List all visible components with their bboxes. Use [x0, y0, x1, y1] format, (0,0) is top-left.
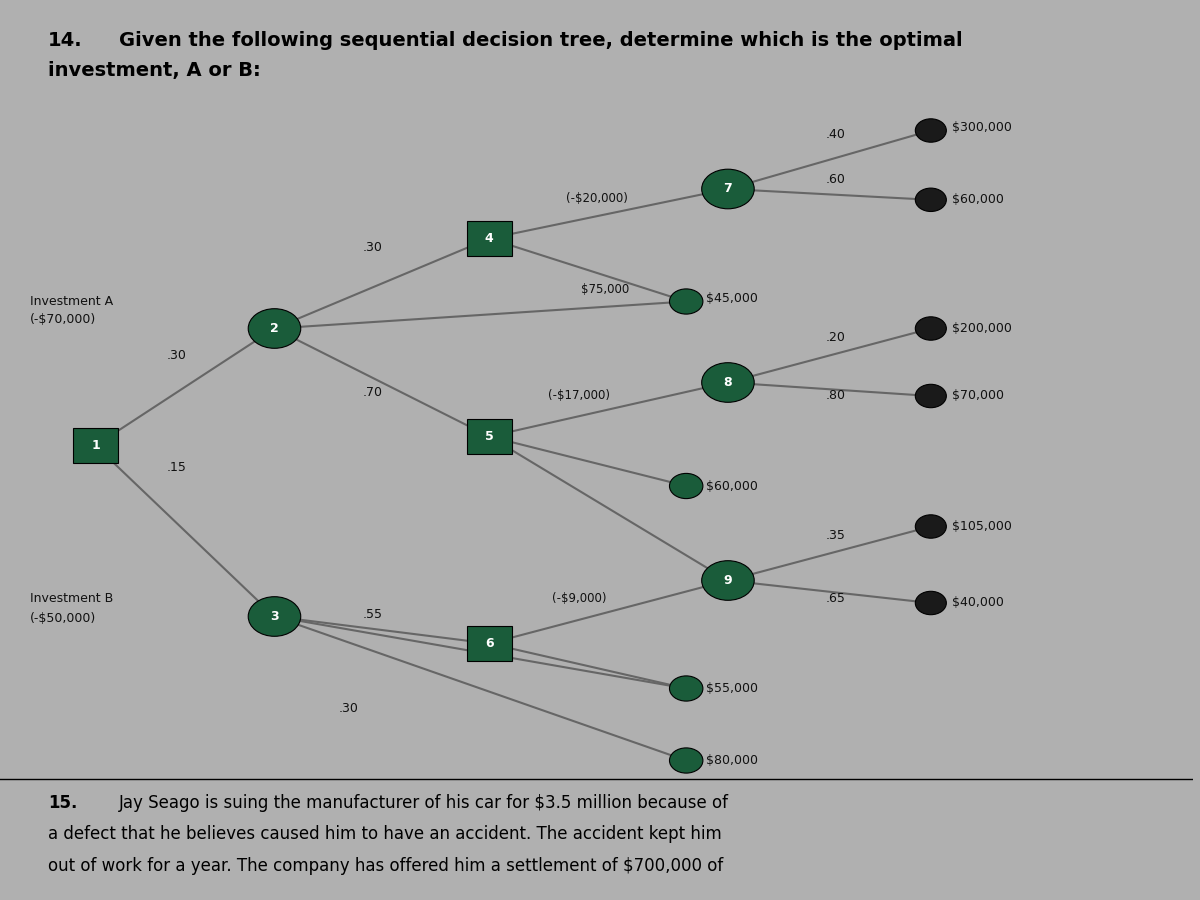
- Text: $60,000: $60,000: [953, 194, 1004, 206]
- FancyBboxPatch shape: [467, 419, 512, 454]
- Text: .30: .30: [362, 241, 383, 254]
- Text: Given the following sequential decision tree, determine which is the optimal: Given the following sequential decision …: [119, 32, 962, 50]
- Text: .80: .80: [826, 390, 845, 402]
- Text: (-$17,000): (-$17,000): [547, 390, 610, 402]
- Text: $105,000: $105,000: [953, 520, 1012, 533]
- FancyBboxPatch shape: [73, 428, 118, 463]
- Text: out of work for a year. The company has offered him a settlement of $700,000 of: out of work for a year. The company has …: [48, 857, 722, 875]
- FancyBboxPatch shape: [467, 626, 512, 661]
- Text: .30: .30: [167, 349, 186, 362]
- Circle shape: [916, 515, 947, 538]
- FancyBboxPatch shape: [467, 221, 512, 256]
- Text: (-$70,000): (-$70,000): [30, 313, 96, 326]
- Text: .70: .70: [362, 386, 383, 399]
- Text: 3: 3: [270, 610, 278, 623]
- Text: $60,000: $60,000: [707, 480, 758, 492]
- Text: $45,000: $45,000: [707, 292, 758, 305]
- Text: .55: .55: [362, 608, 383, 621]
- Text: .40: .40: [826, 129, 845, 141]
- Circle shape: [916, 119, 947, 142]
- Text: a defect that he believes caused him to have an accident. The accident kept him: a defect that he believes caused him to …: [48, 825, 721, 843]
- Text: $200,000: $200,000: [953, 322, 1012, 335]
- Text: investment, A or B:: investment, A or B:: [48, 61, 260, 80]
- Circle shape: [916, 188, 947, 212]
- Text: .65: .65: [826, 592, 845, 605]
- Text: Investment A: Investment A: [30, 295, 113, 308]
- Text: 7: 7: [724, 183, 732, 195]
- Circle shape: [702, 169, 755, 209]
- Text: Investment B: Investment B: [30, 592, 113, 605]
- Text: $75,000: $75,000: [581, 284, 630, 296]
- Text: 15.: 15.: [48, 794, 77, 812]
- Text: (-$50,000): (-$50,000): [30, 612, 96, 625]
- Text: .30: .30: [338, 702, 359, 715]
- Text: $70,000: $70,000: [953, 390, 1004, 402]
- Circle shape: [670, 748, 703, 773]
- Text: $300,000: $300,000: [953, 122, 1012, 134]
- Text: 4: 4: [485, 232, 493, 245]
- Text: 8: 8: [724, 376, 732, 389]
- Text: 5: 5: [485, 430, 493, 443]
- Text: (-$9,000): (-$9,000): [552, 592, 606, 605]
- Circle shape: [916, 384, 947, 408]
- Text: 9: 9: [724, 574, 732, 587]
- Text: .15: .15: [167, 462, 186, 474]
- Text: $80,000: $80,000: [707, 754, 758, 767]
- Text: .60: .60: [826, 174, 845, 186]
- Text: $40,000: $40,000: [953, 597, 1004, 609]
- Circle shape: [702, 561, 755, 600]
- Text: $55,000: $55,000: [707, 682, 758, 695]
- Text: .35: .35: [826, 529, 845, 542]
- Circle shape: [248, 309, 301, 348]
- Circle shape: [702, 363, 755, 402]
- Text: 14.: 14.: [48, 32, 83, 50]
- Circle shape: [916, 317, 947, 340]
- Text: (-$20,000): (-$20,000): [565, 193, 628, 205]
- Circle shape: [916, 591, 947, 615]
- Text: Jay Seago is suing the manufacturer of his car for $3.5 million because of: Jay Seago is suing the manufacturer of h…: [119, 794, 730, 812]
- Text: 1: 1: [91, 439, 100, 452]
- Circle shape: [670, 473, 703, 499]
- Text: 2: 2: [270, 322, 278, 335]
- Text: .20: .20: [826, 331, 845, 344]
- Text: 6: 6: [485, 637, 493, 650]
- Circle shape: [670, 289, 703, 314]
- Circle shape: [248, 597, 301, 636]
- Circle shape: [670, 676, 703, 701]
